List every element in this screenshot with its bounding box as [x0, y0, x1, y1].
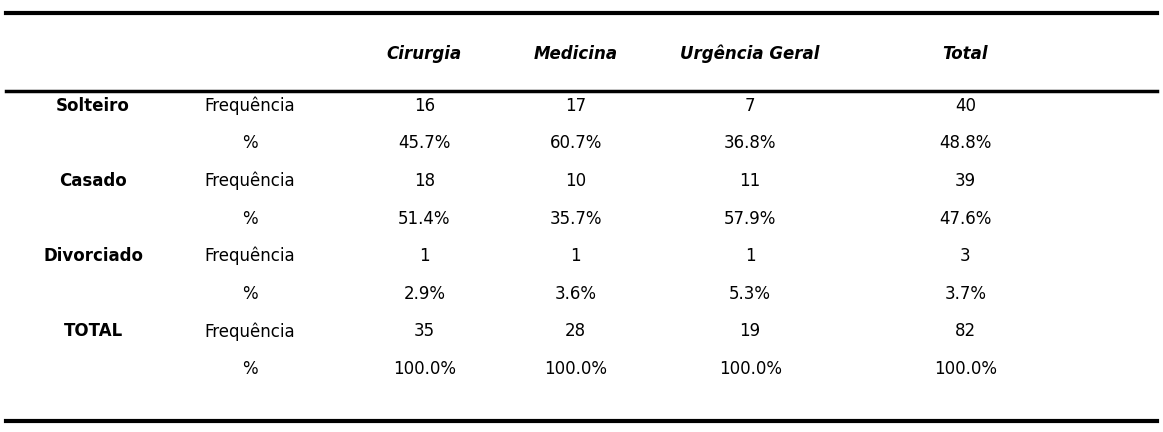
- Text: Cirurgia: Cirurgia: [387, 45, 462, 63]
- Text: Divorciado: Divorciado: [43, 247, 143, 265]
- Text: 35.7%: 35.7%: [549, 210, 602, 228]
- Text: 1: 1: [744, 247, 756, 265]
- Text: 47.6%: 47.6%: [939, 210, 992, 228]
- Text: 2.9%: 2.9%: [404, 285, 445, 303]
- Text: 10: 10: [565, 172, 586, 190]
- Text: 45.7%: 45.7%: [398, 134, 451, 152]
- Text: 51.4%: 51.4%: [398, 210, 451, 228]
- Text: %: %: [242, 134, 258, 152]
- Text: 40: 40: [955, 97, 976, 115]
- Text: 48.8%: 48.8%: [939, 134, 992, 152]
- Text: Medicina: Medicina: [534, 45, 618, 63]
- Text: 3.7%: 3.7%: [944, 285, 986, 303]
- Text: Urgência Geral: Urgência Geral: [680, 45, 820, 63]
- Text: 1: 1: [419, 247, 430, 265]
- Text: Frequência: Frequência: [205, 322, 295, 340]
- Text: 28: 28: [565, 322, 586, 340]
- Text: %: %: [242, 360, 258, 378]
- Text: 17: 17: [565, 97, 586, 115]
- Text: 100.0%: 100.0%: [393, 360, 456, 378]
- Text: Casado: Casado: [59, 172, 127, 190]
- Text: 39: 39: [955, 172, 976, 190]
- Text: 36.8%: 36.8%: [723, 134, 777, 152]
- Text: Total: Total: [942, 45, 989, 63]
- Text: Solteiro: Solteiro: [56, 97, 130, 115]
- Text: 5.3%: 5.3%: [729, 285, 771, 303]
- Text: Frequência: Frequência: [205, 97, 295, 115]
- Text: 16: 16: [414, 97, 435, 115]
- Text: Frequência: Frequência: [205, 247, 295, 265]
- Text: 19: 19: [740, 322, 761, 340]
- Text: 3.6%: 3.6%: [555, 285, 597, 303]
- Text: 60.7%: 60.7%: [549, 134, 602, 152]
- Text: 18: 18: [414, 172, 435, 190]
- Text: Frequência: Frequência: [205, 172, 295, 190]
- Text: 82: 82: [955, 322, 976, 340]
- Text: TOTAL: TOTAL: [64, 322, 122, 340]
- Text: 35: 35: [414, 322, 435, 340]
- Text: 57.9%: 57.9%: [723, 210, 777, 228]
- Text: 100.0%: 100.0%: [934, 360, 997, 378]
- Text: 7: 7: [744, 97, 756, 115]
- Text: 100.0%: 100.0%: [719, 360, 782, 378]
- Text: 3: 3: [959, 247, 971, 265]
- Text: %: %: [242, 210, 258, 228]
- Text: 1: 1: [570, 247, 582, 265]
- Text: %: %: [242, 285, 258, 303]
- Text: 11: 11: [740, 172, 761, 190]
- Text: 100.0%: 100.0%: [544, 360, 607, 378]
